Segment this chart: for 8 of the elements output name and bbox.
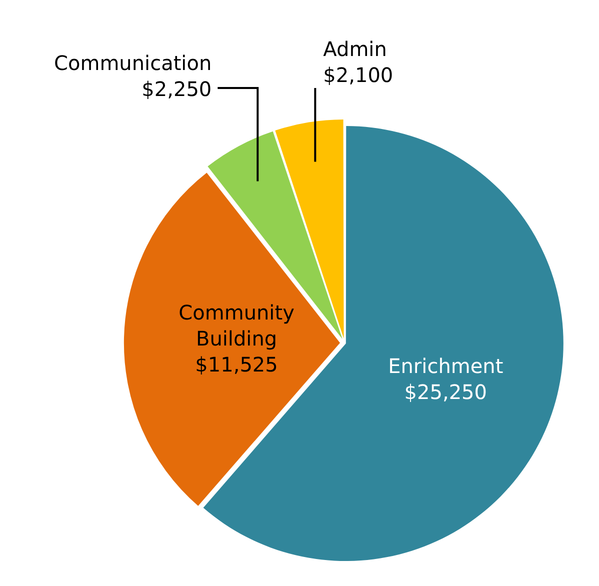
data-label: $2,250 — [142, 77, 212, 102]
data-label: $25,250 — [404, 380, 488, 404]
data-label: $11,525 — [195, 352, 278, 376]
slice-label: Communication — [54, 51, 212, 76]
data-label: $2,100 — [323, 63, 394, 88]
slice-label: Admin — [323, 37, 387, 62]
slice-label: Enrichment — [388, 354, 504, 378]
slice-label: Community Building — [178, 300, 295, 350]
